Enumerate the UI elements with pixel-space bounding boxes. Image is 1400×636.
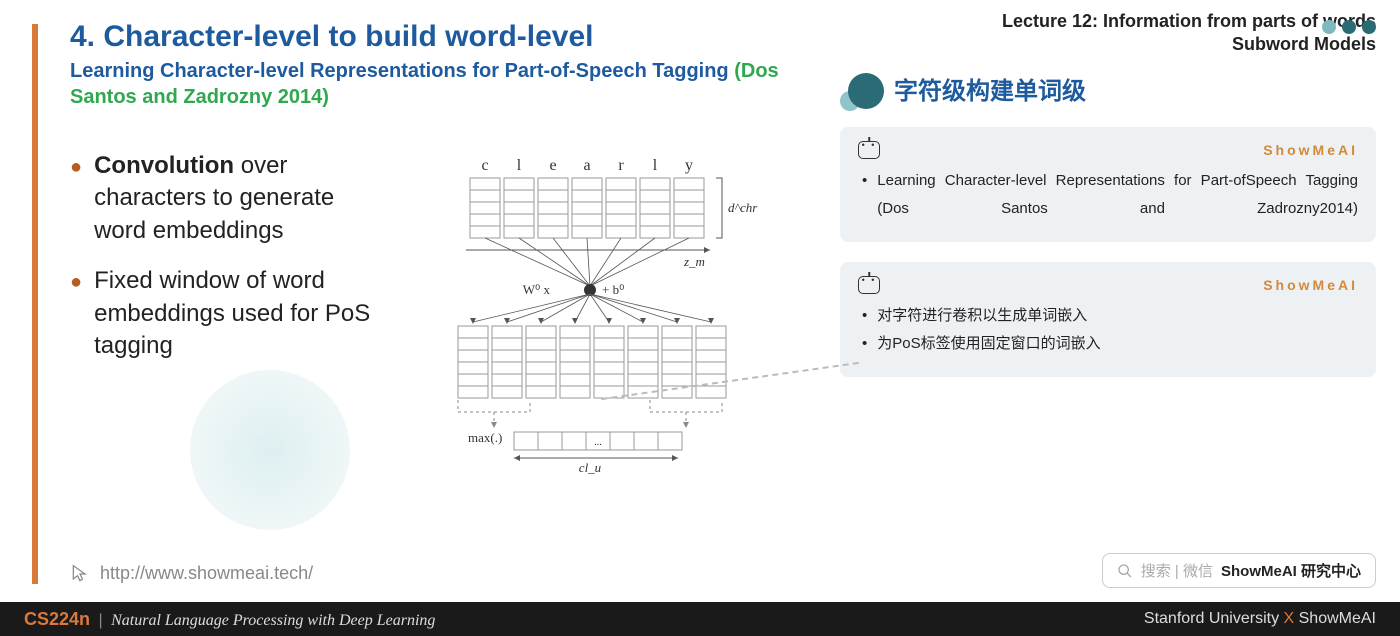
- cl-label: cl_u: [579, 460, 602, 475]
- z-label: z_m: [683, 254, 705, 269]
- search-strong: ShowMeAI 研究中心: [1221, 560, 1361, 581]
- svg-text:y: y: [685, 157, 693, 174]
- d-chr-label: d^chr: [728, 200, 758, 215]
- brand-tag: ShowMeAI: [1263, 277, 1358, 293]
- attribution: Stanford University X ShowMeAI: [1144, 610, 1376, 628]
- footer-link[interactable]: http://www.showmeai.tech/: [70, 563, 313, 584]
- bullet-item: ● Fixed window of word embeddings used f…: [70, 265, 390, 362]
- slide-subtitle: Learning Character-level Representations…: [70, 58, 790, 110]
- slide-panel: 4. Character-level to build word-level L…: [0, 0, 820, 602]
- search-placeholder: 搜索 | 微信: [1141, 560, 1213, 581]
- section-title: 字符级构建单词级: [894, 71, 1086, 106]
- showmeai-text: ShowMeAI: [1294, 610, 1376, 627]
- decor-dots: [1322, 20, 1376, 34]
- bot-icon: [858, 141, 880, 159]
- svg-text:a: a: [583, 157, 590, 174]
- cursor-icon: [70, 564, 90, 584]
- conv-b-label: + b⁰: [602, 282, 624, 297]
- list-item: Learning Character-level Representations…: [858, 167, 1358, 224]
- accent-bar: [32, 24, 38, 584]
- conv-w-label: W⁰ x: [523, 282, 551, 297]
- course-code: CS224n: [24, 609, 90, 629]
- bullet-text: Fixed window of word embeddings used for…: [94, 265, 390, 362]
- svg-text:l: l: [517, 157, 522, 174]
- bullet-dot-icon: ●: [70, 154, 82, 247]
- bullet-item: ● Convolution over characters to generat…: [70, 150, 390, 247]
- card-list: 对字符进行卷积以生成单词嵌入 为PoS标签使用固定窗口的词嵌入: [858, 302, 1358, 359]
- svg-text:l: l: [653, 157, 658, 174]
- search-icon: [1117, 563, 1133, 579]
- note-card: ShowMeAI 对字符进行卷积以生成单词嵌入 为PoS标签使用固定窗口的词嵌入: [840, 262, 1376, 377]
- section-title-row: 字符级构建单词级: [840, 67, 1376, 111]
- course-info: CS224n | Natural Language Processing wit…: [24, 609, 435, 630]
- network-diagram: c l e a r l y d^chr z_m W⁰ x: [410, 150, 790, 495]
- item-text: 为PoS标签使用固定窗口的词嵌入: [877, 330, 1100, 359]
- bullet-dot-icon: ●: [70, 269, 82, 362]
- bullet-rest: Fixed window of word embeddings used for…: [94, 267, 370, 359]
- course-name: Natural Language Processing with Deep Le…: [111, 612, 435, 629]
- note-card: ShowMeAI Learning Character-level Repres…: [840, 127, 1376, 242]
- list-item: 对字符进行卷积以生成单词嵌入: [858, 302, 1358, 331]
- brand-tag: ShowMeAI: [1263, 142, 1358, 158]
- bullet-list: ● Convolution over characters to generat…: [70, 150, 390, 495]
- subtitle-text: Learning Character-level Representations…: [70, 60, 734, 82]
- slide-title: 4. Character-level to build word-level: [70, 20, 790, 54]
- item-text: 对字符进行卷积以生成单词嵌入: [877, 302, 1087, 331]
- link-text: http://www.showmeai.tech/: [100, 563, 313, 584]
- bottom-bar: CS224n | Natural Language Processing wit…: [0, 602, 1400, 636]
- dot-icon: [1322, 20, 1336, 34]
- svg-text:r: r: [618, 157, 624, 174]
- stanford-text: Stanford University: [1144, 610, 1284, 627]
- bot-icon: [858, 276, 880, 294]
- bullet-strong: Convolution: [94, 152, 234, 179]
- svg-text:e: e: [549, 157, 556, 174]
- notes-panel: Lecture 12: Information from parts of wo…: [820, 0, 1400, 602]
- dot-icon: [1342, 20, 1356, 34]
- search-box[interactable]: 搜索 | 微信 ShowMeAI 研究中心: [1102, 553, 1376, 588]
- lecture-header: Lecture 12: Information from parts of wo…: [840, 10, 1376, 57]
- lecture-line2: Subword Models: [840, 33, 1376, 56]
- bullet-text: Convolution over characters to generate …: [94, 150, 390, 247]
- max-label: max(.): [468, 430, 502, 445]
- svg-text:c: c: [481, 157, 488, 174]
- item-text: Learning Character-level Representations…: [877, 167, 1358, 224]
- lecture-line1: Lecture 12: Information from parts of wo…: [840, 10, 1376, 33]
- section-icon: [840, 67, 884, 111]
- card-list: Learning Character-level Representations…: [858, 167, 1358, 224]
- x-separator: X: [1284, 610, 1295, 627]
- svg-text:...: ...: [594, 437, 602, 448]
- dot-icon: [1362, 20, 1376, 34]
- list-item: 为PoS标签使用固定窗口的词嵌入: [858, 330, 1358, 359]
- separator: |: [99, 612, 103, 629]
